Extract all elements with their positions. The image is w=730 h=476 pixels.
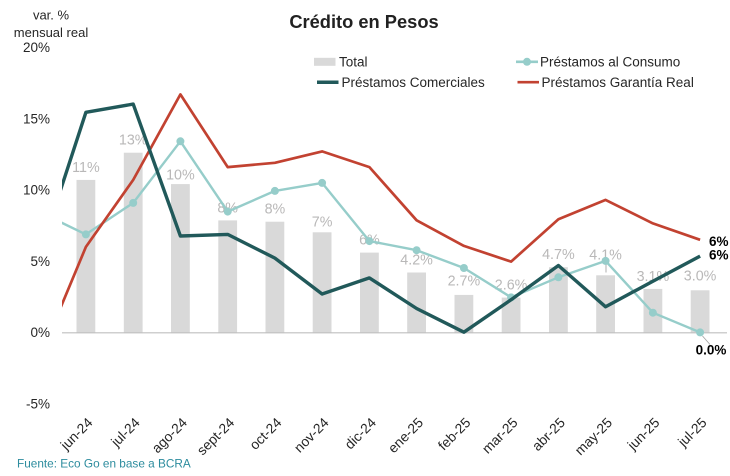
svg-text:2.6%: 2.6% bbox=[495, 278, 528, 294]
svg-text:11%: 11% bbox=[72, 160, 100, 176]
svg-text:Préstamos Comerciales: Préstamos Comerciales bbox=[342, 75, 486, 90]
svg-text:4.2%: 4.2% bbox=[400, 253, 433, 269]
svg-text:0%: 0% bbox=[30, 325, 50, 340]
svg-text:20%: 20% bbox=[23, 40, 50, 55]
svg-text:8%: 8% bbox=[265, 202, 286, 218]
svg-text:0.0%: 0.0% bbox=[696, 343, 727, 358]
svg-text:Préstamos al Consumo: Préstamos al Consumo bbox=[540, 55, 680, 70]
svg-text:15%: 15% bbox=[23, 111, 50, 126]
svg-text:Total: Total bbox=[339, 55, 368, 70]
svg-text:4.1%: 4.1% bbox=[589, 247, 622, 263]
svg-text:-5%: -5% bbox=[26, 397, 50, 412]
svg-text:Crédito en Pesos: Crédito en Pesos bbox=[289, 11, 438, 32]
svg-text:mensual real: mensual real bbox=[14, 25, 89, 40]
svg-text:2.7%: 2.7% bbox=[448, 273, 481, 289]
svg-text:6%: 6% bbox=[709, 248, 729, 263]
svg-text:10%: 10% bbox=[23, 183, 50, 198]
svg-text:10%: 10% bbox=[166, 168, 195, 184]
svg-text:7%: 7% bbox=[312, 214, 333, 230]
svg-text:4.7%: 4.7% bbox=[542, 247, 575, 263]
svg-text:5%: 5% bbox=[30, 254, 50, 269]
svg-text:3.0%: 3.0% bbox=[684, 268, 717, 284]
svg-text:var. %: var. % bbox=[33, 8, 70, 23]
svg-text:3.1%: 3.1% bbox=[637, 269, 670, 285]
svg-text:Préstamos Garantía Real: Préstamos Garantía Real bbox=[542, 75, 694, 90]
svg-text:Fuente: Eco Go en base a BCRA: Fuente: Eco Go en base a BCRA bbox=[17, 456, 191, 470]
svg-text:13%: 13% bbox=[119, 133, 148, 149]
svg-text:6%: 6% bbox=[709, 234, 729, 249]
